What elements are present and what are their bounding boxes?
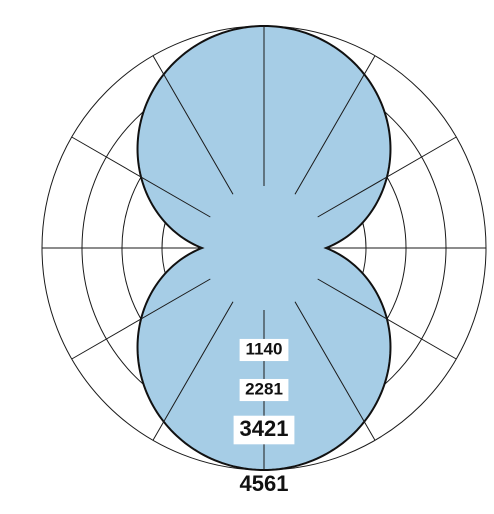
spoke-330 <box>152 55 234 195</box>
angular-gridlines <box>42 26 486 470</box>
tick-label-bg-2 <box>233 415 295 445</box>
spoke-120 <box>317 278 457 360</box>
spoke-60 <box>317 136 457 218</box>
spoke-300 <box>71 136 211 218</box>
tick-label-bg-0 <box>239 338 289 362</box>
radial-tick-label-1: 2281 <box>245 380 283 399</box>
spoke-240 <box>71 278 211 360</box>
tick-label-bg-1 <box>239 378 289 402</box>
radial-tick-label-3: 4561 <box>240 471 289 496</box>
spoke-30 <box>294 55 376 195</box>
radial-tick-label-2: 3421 <box>240 416 289 441</box>
radial-tick-labels: 1140 2281 3421 4561 <box>233 338 295 496</box>
spoke-210 <box>152 301 234 441</box>
radial-tick-label-0: 1140 <box>246 339 283 358</box>
spoke-150 <box>294 301 376 441</box>
